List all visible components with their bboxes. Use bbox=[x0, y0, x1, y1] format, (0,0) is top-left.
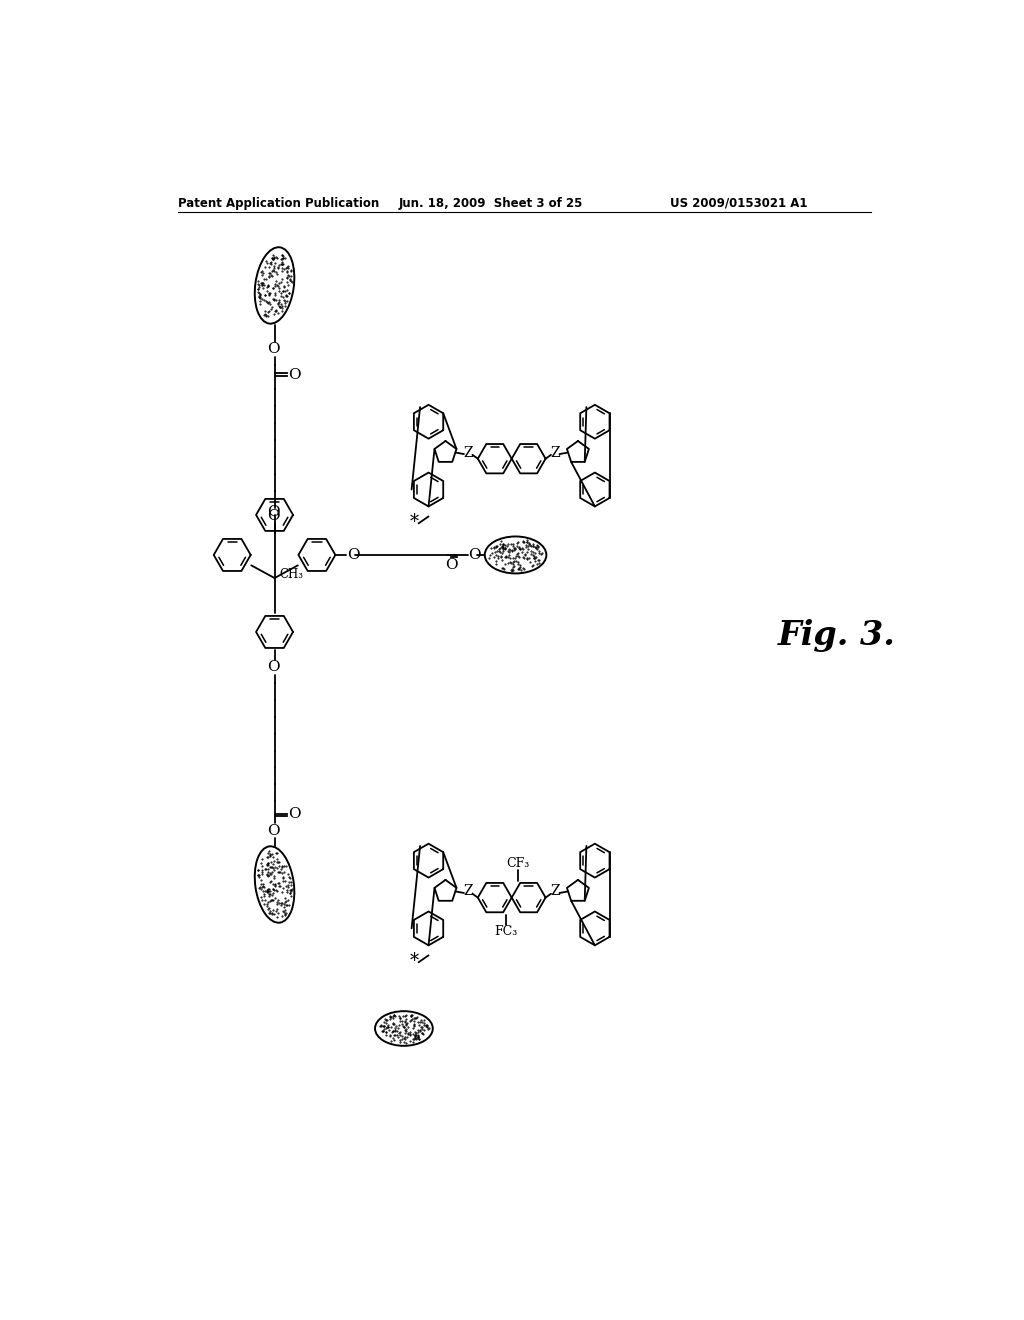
Text: O: O bbox=[445, 558, 458, 572]
Text: O: O bbox=[266, 660, 280, 675]
Ellipse shape bbox=[375, 1011, 433, 1045]
Text: O: O bbox=[469, 548, 481, 562]
Text: O: O bbox=[266, 824, 280, 838]
Ellipse shape bbox=[255, 247, 294, 323]
Text: CF₃: CF₃ bbox=[506, 857, 529, 870]
Text: Z: Z bbox=[550, 884, 560, 899]
Text: US 2009/0153021 A1: US 2009/0153021 A1 bbox=[670, 197, 807, 210]
Text: O: O bbox=[288, 368, 300, 381]
Text: O: O bbox=[266, 508, 280, 523]
Text: *: * bbox=[410, 952, 419, 970]
Text: Z: Z bbox=[464, 884, 473, 899]
Text: O: O bbox=[266, 504, 280, 519]
Text: CH₃: CH₃ bbox=[280, 569, 303, 582]
Text: O: O bbox=[266, 342, 280, 356]
Text: Patent Application Publication: Patent Application Publication bbox=[178, 197, 380, 210]
Ellipse shape bbox=[484, 536, 547, 573]
Text: Jun. 18, 2009  Sheet 3 of 25: Jun. 18, 2009 Sheet 3 of 25 bbox=[398, 197, 583, 210]
Text: Z: Z bbox=[464, 446, 473, 459]
Text: *: * bbox=[410, 513, 419, 531]
Text: FC₃: FC₃ bbox=[494, 925, 517, 939]
Ellipse shape bbox=[255, 846, 294, 923]
Text: Z: Z bbox=[550, 446, 560, 459]
Text: O: O bbox=[288, 808, 300, 821]
Text: Fig. 3.: Fig. 3. bbox=[777, 619, 895, 652]
Text: O: O bbox=[347, 548, 359, 562]
